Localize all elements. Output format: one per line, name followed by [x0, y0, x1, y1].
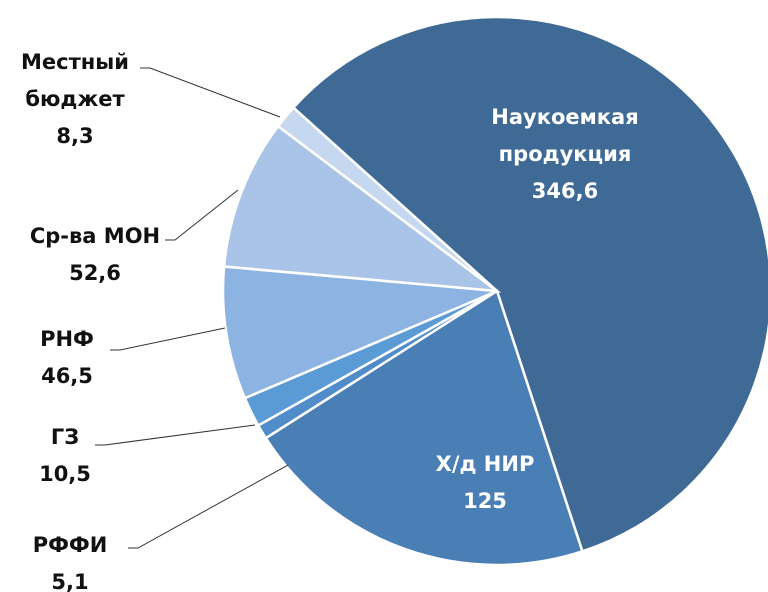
value-label: 46,5	[41, 364, 93, 388]
pie-slice	[264, 289, 584, 567]
value-label: 125	[463, 489, 507, 513]
pie-slice	[222, 124, 502, 293]
leader-line	[165, 189, 239, 241]
leader-line	[128, 464, 289, 549]
category-label: Местный бюджет	[21, 50, 129, 111]
slice-label: РНФ 46,5	[7, 321, 127, 395]
value-label: 346,6	[531, 179, 599, 203]
value-label: 8,3	[56, 124, 94, 148]
slice-label: Ср-ва МОН 52,6	[10, 218, 180, 292]
category-label: Ср-ва МОН	[29, 224, 161, 248]
category-label: Наукоемкая продукция	[491, 105, 639, 166]
leader-line	[110, 327, 226, 351]
slice-label: Наукоемкая продукция 346,6	[470, 99, 660, 210]
value-label: 52,6	[69, 261, 121, 285]
leader-line	[95, 424, 256, 446]
category-label: РНФ	[40, 327, 94, 351]
pie-slice	[221, 265, 498, 400]
slice-label: Х/д НИР 125	[405, 446, 565, 520]
slice-label: Местный бюджет 8,3	[0, 44, 150, 155]
slice-label: РФФИ 5,1	[10, 527, 130, 592]
value-label: 10,5	[39, 462, 91, 486]
leader-line	[140, 67, 281, 118]
value-label: 5,1	[51, 570, 89, 592]
category-label: РФФИ	[32, 533, 108, 557]
slice-label: ГЗ 10,5	[5, 419, 125, 493]
category-label: ГЗ	[50, 425, 80, 449]
category-label: Х/д НИР	[435, 452, 535, 476]
pie-slice	[276, 105, 498, 292]
pie-slice	[291, 15, 768, 553]
